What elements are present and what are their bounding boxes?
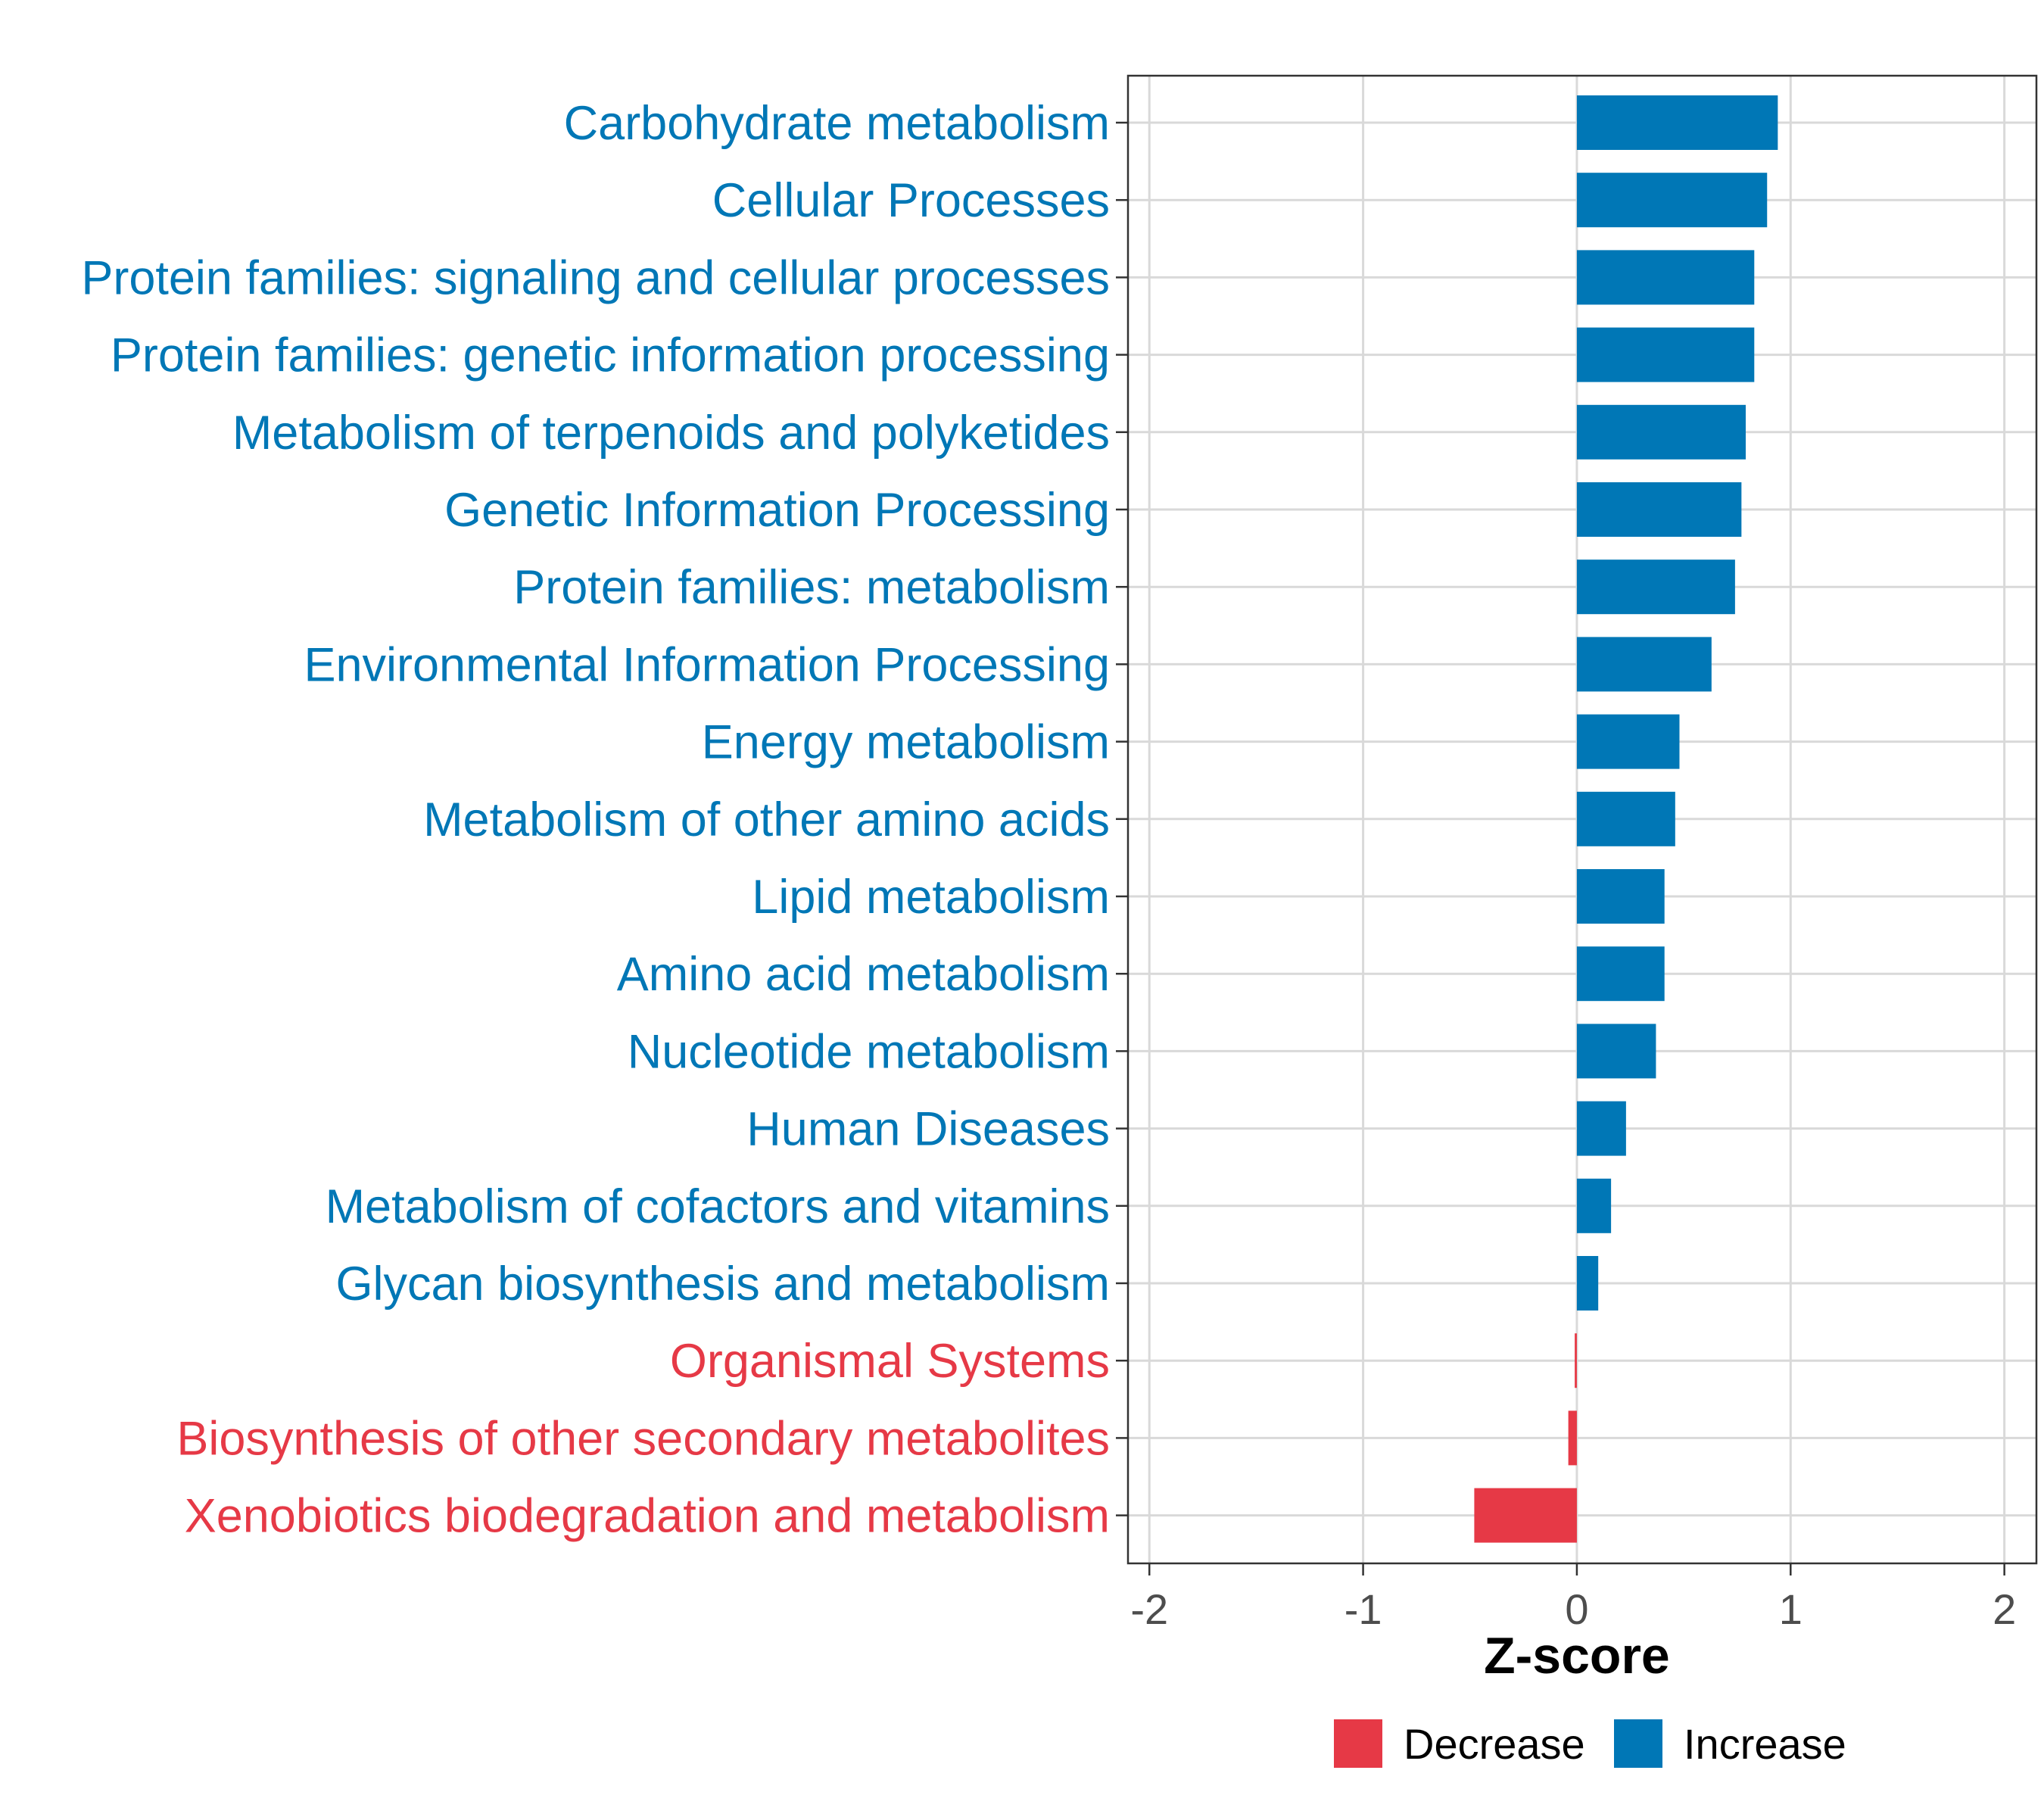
- category-label: Amino acid metabolism: [617, 948, 1110, 1001]
- category-label: Biosynthesis of other secondary metaboli…: [176, 1412, 1110, 1465]
- bar: [1576, 714, 1680, 769]
- category-label: Metabolism of other amino acids: [423, 793, 1110, 846]
- bar: [1568, 1410, 1577, 1466]
- bar: [1576, 1101, 1626, 1156]
- legend-swatch-decrease: [1334, 1719, 1382, 1768]
- bar: [1576, 327, 1755, 382]
- category-label: Environmental Information Processing: [304, 638, 1110, 691]
- bar: [1576, 869, 1665, 924]
- bar: [1576, 637, 1712, 692]
- x-tick-label: -2: [1130, 1585, 1168, 1633]
- axis-ticks: [1116, 121, 2005, 1575]
- bar: [1576, 250, 1755, 305]
- category-label: Protein families: signaling and cellular…: [81, 251, 1110, 304]
- category-label: Human Diseases: [746, 1103, 1110, 1156]
- bar: [1576, 173, 1768, 228]
- legend-label-increase: Increase: [1684, 1720, 1846, 1768]
- category-label: Protein families: genetic information pr…: [111, 329, 1110, 382]
- bar: [1576, 1024, 1656, 1079]
- category-label: Xenobiotics biodegradation and metabolis…: [185, 1490, 1110, 1543]
- category-label: Metabolism of terpenoids and polyketides: [232, 407, 1110, 460]
- legend: Decrease Increase: [1334, 1719, 1846, 1768]
- category-label: Organismal Systems: [670, 1335, 1110, 1388]
- category-label: Glycan biosynthesis and metabolism: [336, 1258, 1111, 1311]
- x-axis-title: Z-score: [1484, 1627, 1670, 1685]
- bars: [1474, 95, 1778, 1543]
- legend-label-decrease: Decrease: [1404, 1720, 1585, 1768]
- x-tick-label: 1: [1779, 1585, 1803, 1633]
- category-label: Nucleotide metabolism: [628, 1025, 1110, 1078]
- x-tick-labels: -2 -1 0 1 2: [1130, 1585, 2016, 1633]
- bar: [1575, 1333, 1577, 1388]
- category-label: Carbohydrate metabolism: [564, 97, 1110, 150]
- bar: [1576, 95, 1778, 150]
- category-label: Energy metabolism: [702, 716, 1110, 769]
- x-tick-label: 0: [1565, 1585, 1588, 1633]
- bar: [1474, 1488, 1577, 1543]
- bar: [1576, 946, 1665, 1002]
- x-tick-label: -1: [1344, 1585, 1382, 1633]
- category-labels: Carbohydrate metabolism Cellular Processe…: [81, 97, 1110, 1543]
- bar: [1576, 559, 1735, 615]
- bar: [1576, 791, 1675, 846]
- category-label: Protein families: metabolism: [513, 561, 1110, 614]
- category-label: Metabolism of cofactors and vitamins: [326, 1180, 1110, 1233]
- bar: [1576, 482, 1742, 537]
- category-label: Genetic Information Processing: [444, 484, 1110, 537]
- x-tick-label: 2: [1993, 1585, 2016, 1633]
- category-label: Cellular Processes: [712, 174, 1110, 227]
- legend-swatch-increase: [1614, 1719, 1662, 1768]
- category-label: Lipid metabolism: [752, 871, 1110, 924]
- bar: [1576, 404, 1746, 460]
- bar: [1576, 1178, 1612, 1233]
- bar: [1576, 1256, 1599, 1311]
